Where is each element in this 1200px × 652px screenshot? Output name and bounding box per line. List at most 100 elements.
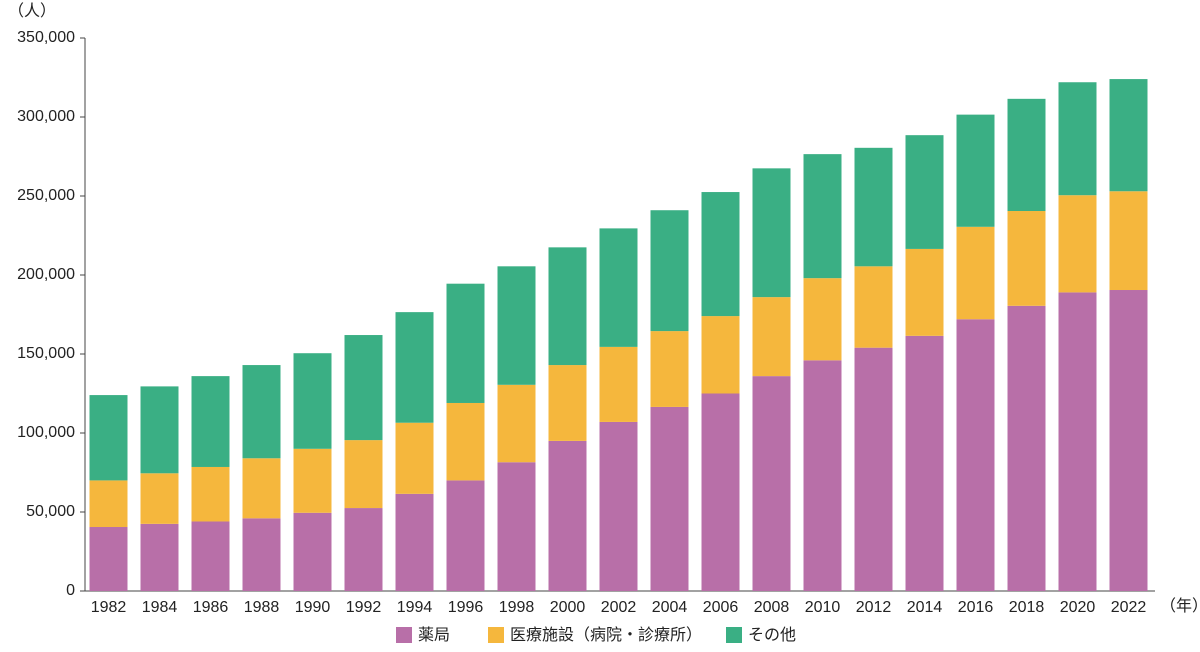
bar-segment [650,210,689,332]
bar-segment [854,147,893,267]
bar-segment [242,518,281,591]
x-tick-label: 1984 [142,599,178,616]
legend-swatch [726,627,742,643]
bar-segment [344,508,383,591]
bar-segment [803,154,842,279]
bar-segment [548,247,587,366]
bar-segment [803,278,842,361]
bar-segment [701,316,740,394]
bar-segment [752,376,791,591]
bar-segment [803,360,842,591]
x-tick-label: 2010 [805,599,841,616]
bar-segment [1007,305,1046,591]
bar-segment [854,266,893,348]
bar-segment [599,228,638,347]
bar-segment [446,283,485,403]
x-tick-label: 2014 [907,599,943,616]
legend-label: 薬局 [418,626,450,644]
x-tick-label: 1992 [346,599,382,616]
bar-segment [650,331,689,407]
bar-segment [1007,98,1046,212]
bar-segment [191,376,230,467]
y-tick-label: 150,000 [17,345,75,362]
bar-segment [191,466,230,522]
bar-segment [191,521,230,591]
bar-segment [1109,79,1148,192]
bar-segment [395,422,434,494]
bar-segment [446,480,485,591]
bar-segment [293,512,332,591]
bar-segment [395,312,434,423]
bar-segment [1058,82,1097,196]
x-tick-label: 2016 [958,599,994,616]
x-tick-label: 2004 [652,599,688,616]
bar-segment [752,168,791,298]
bar-segment [1109,191,1148,291]
bar-segment [956,319,995,591]
bar-segment [905,135,944,249]
y-tick-label: 350,000 [17,29,75,46]
x-tick-label: 2008 [754,599,790,616]
bar-segment [344,440,383,509]
x-tick-label: 1998 [499,599,535,616]
bar-segment [1058,195,1097,293]
y-unit: （人） [8,2,56,20]
x-tick-label: 2022 [1111,599,1147,616]
bar-segment [752,297,791,377]
bar-segment [905,335,944,591]
bar-segment [89,480,128,528]
x-tick-label: 1996 [448,599,484,616]
bar-segment [905,248,944,336]
bar-segment [89,527,128,591]
bar-segment [1058,292,1097,591]
x-tick-label: 1988 [244,599,280,616]
x-tick-label: 2000 [550,599,586,616]
bar-segment [497,266,536,385]
y-tick-label: 200,000 [17,266,75,283]
bar-segment [140,523,179,591]
x-tick-label: 2002 [601,599,637,616]
bar-segment [140,473,179,524]
bar-segment [1007,211,1046,306]
y-tick-label: 50,000 [26,503,75,520]
x-tick-label: 1990 [295,599,331,616]
y-tick-label: 250,000 [17,187,75,204]
x-tick-label: 2006 [703,599,739,616]
legend-label: 医療施設（病院・診療所） [510,626,702,644]
x-tick-label: 2012 [856,599,892,616]
bar-segment [548,365,587,441]
y-tick-label: 300,000 [17,108,75,125]
bar-segment [650,406,689,591]
legend-label: その他 [748,626,796,644]
bar-segment [446,402,485,481]
bar-segment [1109,290,1148,591]
bar-segment [395,493,434,591]
x-tick-label: 1986 [193,599,229,616]
bar-segment [599,421,638,591]
bar-segment [242,458,281,519]
legend-swatch [488,627,504,643]
bar-segment [242,365,281,459]
bar-segment [956,114,995,227]
bar-segment [140,386,179,474]
x-tick-label: 2020 [1060,599,1096,616]
bar-segment [701,393,740,591]
x-tick-label: 2018 [1009,599,1045,616]
bar-segment [497,384,536,463]
bar-segment [701,192,740,317]
x-tick-label: 1982 [91,599,127,616]
bar-segment [293,353,332,449]
bar-segment [89,395,128,481]
bar-segment [293,448,332,513]
x-unit: （年） [1160,597,1200,615]
bar-segment [344,335,383,441]
bar-segment [599,346,638,422]
bar-segment [956,226,995,320]
bar-segment [854,347,893,591]
y-tick-label: 0 [66,582,75,599]
legend-swatch [396,627,412,643]
x-tick-label: 1994 [397,599,433,616]
bar-segment [497,462,536,591]
y-tick-label: 100,000 [17,424,75,441]
